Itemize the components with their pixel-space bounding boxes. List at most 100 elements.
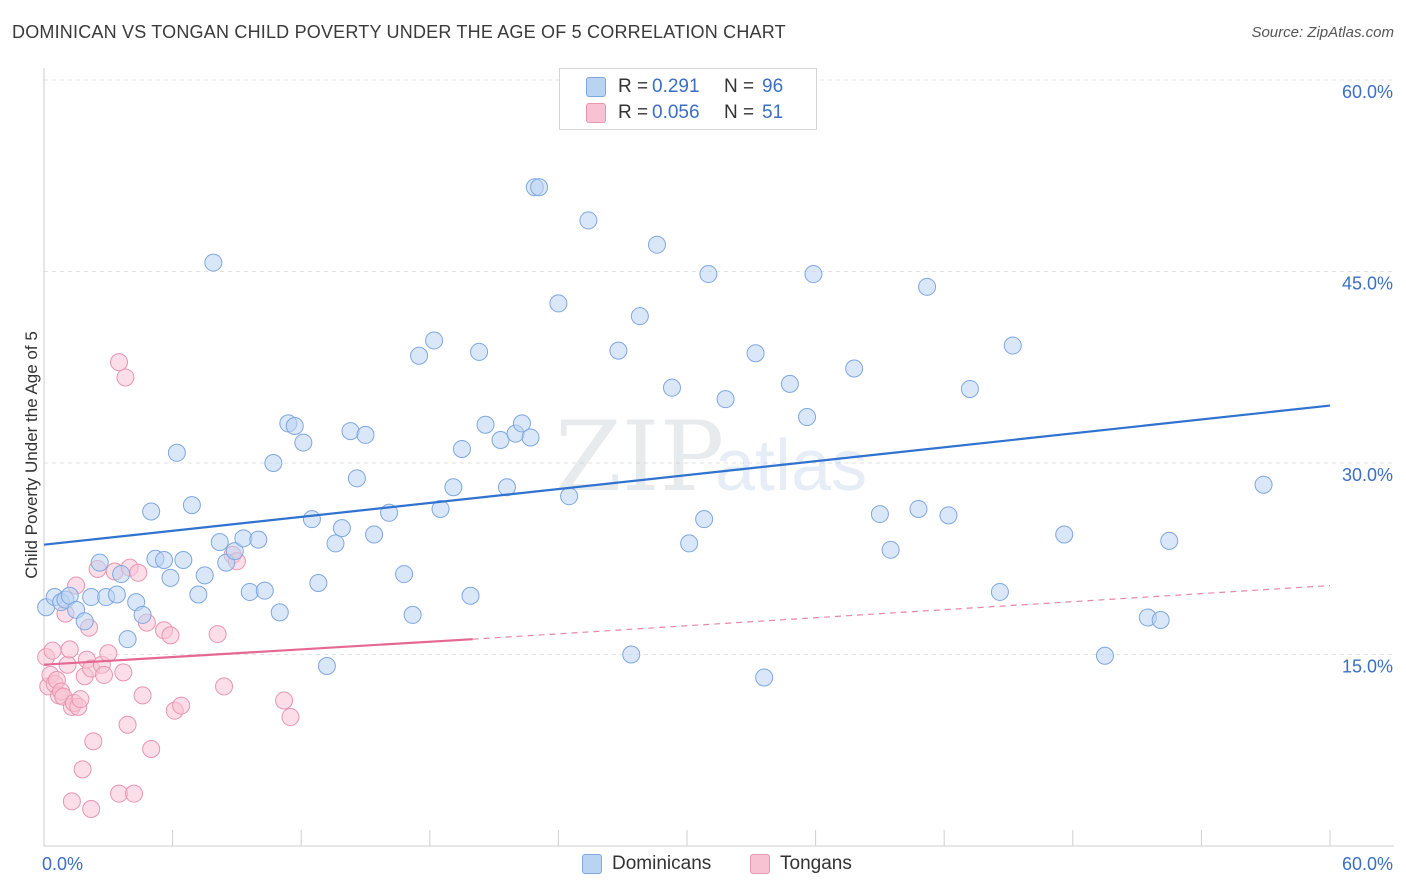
dominicans-point [870, 505, 889, 524]
tongans-points [37, 353, 300, 818]
dominicans-point [845, 359, 864, 378]
tick-labels: 15.0% 30.0% 45.0% 60.0% 0.0% 60.0% [42, 82, 1393, 874]
dominicans-point [365, 525, 384, 544]
dominicans-point [75, 612, 94, 631]
tongans-trend-extension [472, 584, 1331, 640]
legend-r-value: 0.291 [652, 76, 700, 97]
dominicans-point [780, 374, 799, 393]
dominicans-point [347, 469, 366, 488]
y-tick-label: 15.0% [1342, 657, 1393, 677]
dominicans-point [285, 416, 304, 435]
tongans-point [161, 626, 180, 645]
tongans-point [215, 677, 234, 696]
dominicans-point [804, 265, 823, 284]
dominicans-point [960, 379, 979, 398]
dominicans-point [270, 603, 289, 622]
dominicans-point [909, 499, 928, 518]
dominicans-point [755, 668, 774, 687]
tongans-point [281, 708, 300, 727]
dominicans-point [133, 605, 152, 624]
tongans-point [82, 799, 101, 818]
chart-title: DOMINICAN VS TONGAN CHILD POVERTY UNDER … [12, 22, 786, 42]
tongans-point [116, 368, 135, 387]
dominicans-point [309, 574, 328, 593]
dominicans-point [1095, 646, 1114, 665]
dominicans-point [425, 331, 444, 350]
dominicans-point [332, 519, 351, 538]
tongans-point [142, 739, 161, 758]
dominicans-point [326, 534, 345, 553]
watermark-zip: ZIP [555, 401, 724, 513]
trend-lines [43, 404, 1331, 666]
tongans-point [84, 732, 103, 751]
tongans-point [60, 640, 79, 659]
y-tick-label: 60.0% [1342, 82, 1393, 102]
dominicans-point [491, 431, 510, 450]
legend-n-value: 51 [762, 102, 784, 123]
tongans-point [62, 792, 81, 811]
bottom-legend-label: Tongans [780, 853, 852, 874]
tongans-point [110, 353, 129, 372]
legend-r-value: 0.056 [652, 102, 700, 123]
bottom-legend-label: Dominicans [612, 853, 712, 874]
tongans-point [129, 563, 148, 582]
dominicans-point [410, 346, 429, 365]
dominicans-point [497, 478, 516, 497]
dominicans-point [609, 341, 628, 360]
bottom-legend-swatch-pink [750, 854, 770, 874]
watermark-atlas: atlas [715, 426, 867, 506]
dominicans-point [560, 487, 579, 506]
dominicans-point [294, 433, 313, 452]
dominicans-point [142, 502, 161, 521]
dominicans-point [1254, 475, 1273, 494]
dominicans-point [225, 542, 244, 561]
x-tick-label: 60.0% [1342, 854, 1393, 874]
dominicans-point [395, 565, 414, 584]
legend-r-label: R = [618, 76, 649, 97]
bottom-legend-dominicans: Dominicans [582, 852, 711, 876]
tongans-point [99, 644, 118, 663]
dominicans-point [918, 277, 937, 296]
dominicans-point [444, 478, 463, 497]
dominicans-point [161, 568, 180, 587]
dominicans-point [990, 582, 1009, 601]
watermark: ZIP atlas [555, 401, 867, 513]
tongans-trend-line [43, 638, 473, 666]
dominicans-point [798, 408, 817, 427]
dominicans-point [204, 253, 223, 272]
axes [43, 68, 1394, 847]
y-tick-label: 30.0% [1342, 465, 1393, 485]
bottom-legend-swatch-blue [582, 854, 602, 874]
dominicans-point [107, 585, 126, 604]
dominicans-point [549, 294, 568, 313]
dominicans-point [1003, 336, 1022, 355]
dominicans-point [403, 605, 422, 624]
legend-row-tongans: R = 0.056 N = 51 [586, 100, 783, 126]
dominicans-point [302, 510, 321, 529]
tongans-point [133, 686, 152, 705]
grid-lines [44, 79, 1394, 655]
dominicans-point [461, 586, 480, 605]
tongans-point [208, 625, 227, 644]
dominicans-point [695, 510, 714, 529]
dominicans-point [939, 506, 958, 525]
dominicans-point [476, 415, 495, 434]
dominicans-point [622, 645, 641, 664]
dominicans-point [630, 307, 649, 326]
dominicans-point [182, 496, 201, 515]
source-label: Source: ZipAtlas.com [1251, 24, 1394, 41]
legend-n-value: 96 [762, 76, 784, 97]
dominicans-point [431, 499, 450, 518]
y-axis-label: Child Poverty Under the Age of 5 [22, 331, 41, 579]
dominicans-trend-line [43, 404, 1331, 546]
tongans-point [71, 690, 90, 709]
y-tick-label: 45.0% [1342, 274, 1393, 294]
dominicans-point [662, 378, 681, 397]
tongans-point [43, 641, 62, 660]
tongans-point [118, 715, 137, 734]
dominicans-point [521, 428, 540, 447]
tongans-point [110, 784, 129, 803]
dominicans-point [647, 235, 666, 254]
legend-swatch-blue [586, 77, 606, 97]
